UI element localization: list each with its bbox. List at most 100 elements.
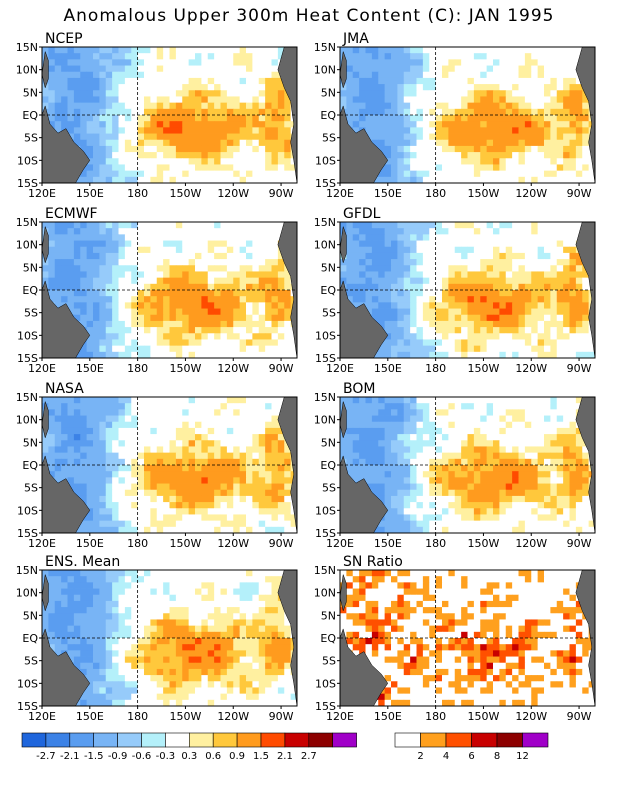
heat-cell	[169, 397, 177, 404]
heat-cell	[163, 71, 170, 79]
heat-cell	[124, 108, 132, 116]
heat-cell	[86, 345, 94, 353]
heat-cell	[512, 234, 519, 241]
heat-cell	[80, 397, 88, 404]
heat-cell	[163, 228, 170, 235]
heat-cell	[493, 339, 500, 347]
heat-cell	[563, 176, 570, 184]
heat-cell	[499, 296, 507, 303]
heat-cell	[512, 351, 519, 359]
heat-cell	[493, 290, 500, 297]
heat-cell	[518, 53, 526, 60]
lat-tick-label: 15S	[17, 352, 38, 365]
heat-cell	[454, 84, 462, 91]
heat-cell	[563, 115, 570, 122]
heat-cell	[442, 409, 449, 416]
heat-cell	[150, 121, 158, 128]
heat-cell	[182, 483, 190, 491]
heat-cell	[271, 115, 279, 122]
heat-cell	[518, 121, 526, 128]
heat-cell	[556, 434, 564, 441]
heat-cell	[556, 96, 564, 104]
heat-cell	[246, 489, 253, 497]
heat-cell	[105, 526, 113, 534]
heat-cell	[137, 121, 145, 128]
heat-cell	[163, 471, 170, 478]
heat-cell	[499, 164, 507, 172]
heat-cell	[150, 127, 158, 134]
heat-cell	[359, 234, 366, 241]
heat-cell	[239, 84, 247, 91]
heat-cell	[410, 121, 417, 128]
heat-cell	[473, 427, 481, 435]
heat-cell	[239, 290, 247, 297]
heat-cell	[410, 176, 417, 184]
heat-cell	[486, 170, 494, 178]
heat-cell	[207, 520, 215, 528]
heat-cell	[80, 489, 88, 497]
heat-cell	[214, 53, 221, 60]
heat-cell	[124, 495, 132, 503]
heat-cell	[346, 234, 354, 241]
heat-cell	[131, 520, 139, 528]
heat-cell	[86, 502, 94, 509]
heat-cell	[454, 102, 462, 110]
heat-cell	[131, 452, 139, 460]
heat-cell	[80, 415, 88, 423]
heat-cell	[124, 477, 132, 484]
heat-cell	[258, 47, 266, 54]
heat-cell	[271, 108, 279, 116]
heat-cell	[156, 234, 164, 241]
heat-cell	[131, 320, 139, 328]
heat-cell	[118, 108, 126, 116]
heat-cell	[201, 471, 209, 478]
heat-cell	[454, 65, 462, 73]
heat-cell	[214, 514, 221, 522]
heat-cell	[93, 90, 100, 97]
heat-cell	[188, 90, 196, 97]
heat-cell	[163, 277, 170, 285]
heat-cell	[410, 152, 417, 159]
heat-cell	[252, 121, 260, 128]
heat-cell	[73, 252, 81, 260]
heat-cell	[195, 339, 202, 347]
heat-cell	[442, 333, 449, 340]
heat-cell	[284, 164, 292, 172]
heat-cell	[499, 228, 507, 235]
heat-cell	[352, 259, 360, 266]
heat-cell	[531, 152, 539, 159]
heat-cell	[365, 397, 373, 404]
heat-cell	[214, 246, 221, 254]
heat-cell	[569, 440, 577, 447]
heat-cell	[397, 228, 405, 235]
heat-cell	[258, 520, 266, 528]
heat-cell	[505, 71, 513, 79]
heat-cell	[207, 465, 215, 472]
heat-cell	[524, 139, 532, 147]
heat-cell	[207, 228, 215, 235]
heat-cell	[277, 290, 285, 297]
heat-cell	[575, 440, 583, 447]
heat-cell	[352, 446, 360, 454]
heat-cell	[340, 47, 347, 54]
heat-cell	[265, 333, 272, 340]
heat-cell	[524, 302, 532, 309]
heat-cell	[201, 345, 209, 353]
heat-cell	[422, 283, 430, 291]
heat-cell	[397, 339, 405, 347]
heat-cell	[150, 277, 158, 285]
heat-cell	[499, 90, 507, 97]
heat-cell	[48, 71, 56, 79]
heat-cell	[384, 290, 392, 297]
heat-cell	[246, 290, 253, 297]
lon-tick-label: 120W	[217, 187, 249, 200]
heat-cell	[93, 345, 100, 353]
heat-cell	[214, 277, 221, 285]
heat-cell	[271, 133, 279, 141]
heat-cell	[73, 296, 81, 303]
heat-cell	[454, 446, 462, 454]
heat-cell	[359, 121, 366, 128]
heat-cell	[359, 71, 366, 79]
heat-cell	[265, 526, 272, 534]
heat-cell	[233, 121, 241, 128]
